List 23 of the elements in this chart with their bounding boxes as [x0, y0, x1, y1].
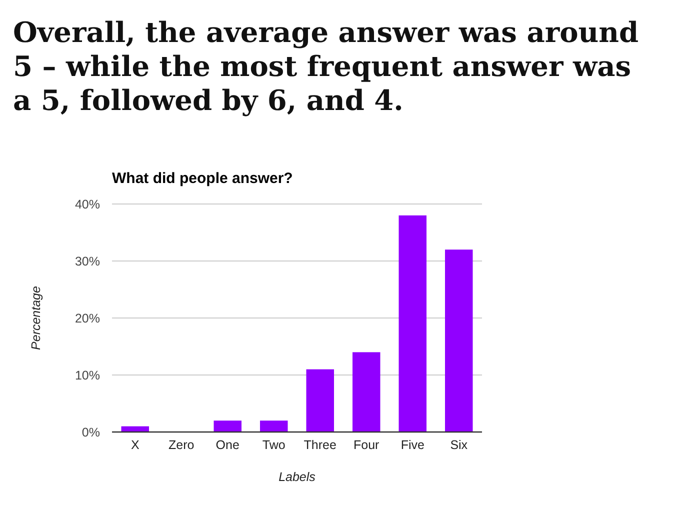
chart-title: Overall, the average answer was around 5 – while the most frequent answer was a 5, followed by 6, and 4.: [13, 16, 639, 117]
y-tick-label: 40%: [74, 197, 100, 212]
x-tick-label: One: [216, 438, 240, 452]
bar: [445, 250, 473, 432]
y-tick-label: 0%: [82, 425, 100, 440]
bar: [214, 420, 242, 432]
x-axis-title: Labels: [278, 470, 316, 484]
y-axis-title: Percentage: [29, 286, 43, 350]
bar: [398, 215, 426, 432]
x-tick-label: Two: [262, 438, 286, 452]
x-tick-label: Three: [304, 438, 336, 452]
bar: [352, 352, 380, 432]
y-tick-label: 10%: [74, 368, 100, 382]
y-tick-label: 30%: [74, 254, 100, 268]
x-tick-label: Four: [354, 438, 380, 452]
x-tick-label: Six: [450, 438, 468, 452]
x-tick-label: Zero: [168, 438, 194, 452]
bar: [260, 420, 288, 432]
bar: [306, 369, 334, 432]
x-tick-label: X: [130, 438, 140, 452]
x-tick-label: Five: [400, 438, 424, 452]
chart-subtitle: What did people answer?: [112, 170, 293, 187]
y-tick-label: 20%: [74, 311, 100, 326]
